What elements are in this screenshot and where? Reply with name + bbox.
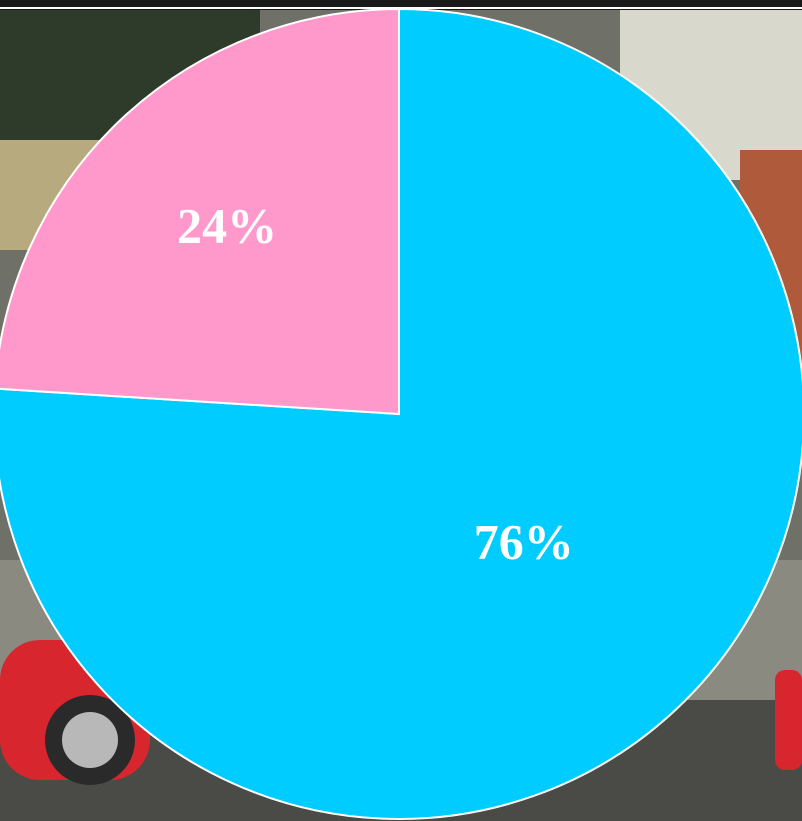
- data-label: 76%: [474, 513, 574, 569]
- data-label: 24%: [177, 197, 277, 253]
- pie: 76% 24%: [0, 9, 802, 819]
- chart: 76% 24%: [0, 0, 802, 821]
